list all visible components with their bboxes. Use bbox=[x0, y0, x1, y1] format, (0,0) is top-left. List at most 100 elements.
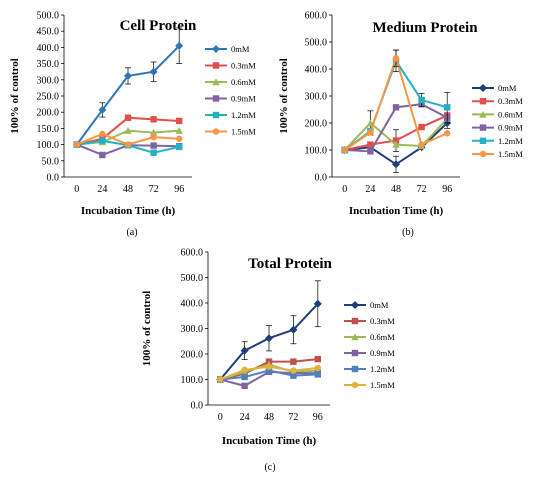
legend-entry: 0.6mM bbox=[472, 109, 523, 119]
x-tick-label: 96 bbox=[174, 184, 184, 195]
data-point bbox=[392, 140, 400, 148]
legend-entry: 1.5mM bbox=[344, 380, 395, 390]
data-point bbox=[392, 160, 400, 169]
legend-entry: 0mM bbox=[472, 83, 517, 93]
y-axis-label: 100% of control bbox=[9, 58, 21, 134]
data-point bbox=[124, 126, 132, 134]
y-axis-label: 100% of control bbox=[141, 291, 153, 367]
legend-entry: 1.2mM bbox=[472, 136, 523, 146]
y-tick-label: 350.0 bbox=[37, 59, 60, 70]
y-tick-label: 400.0 bbox=[305, 65, 328, 76]
data-point bbox=[217, 376, 224, 383]
x-tick-label: 0 bbox=[218, 412, 223, 423]
legend-label: 0.9mM bbox=[498, 123, 523, 133]
legend-entry: 0.6mM bbox=[344, 332, 395, 342]
legend-marker bbox=[479, 98, 487, 105]
data-point bbox=[176, 143, 183, 151]
legend-entry: 0.3mM bbox=[205, 61, 256, 71]
legend-label: 1.2mM bbox=[370, 364, 395, 374]
chart-3: 0.0 100.0 200.0 300.0 400.0 500.0 600.0 0 24 48 72… bbox=[141, 248, 395, 474]
x-tick-label: 0 bbox=[74, 184, 79, 195]
legend-label: 0.6mM bbox=[498, 109, 523, 119]
data-point bbox=[98, 105, 107, 114]
x-tick-label: 96 bbox=[442, 184, 452, 195]
legend-label: 1.5mM bbox=[498, 149, 523, 159]
legend-entry: 1.5mM bbox=[472, 149, 523, 159]
data-point bbox=[99, 130, 106, 138]
series-0mM bbox=[72, 27, 184, 149]
data-point bbox=[444, 104, 451, 111]
data-point bbox=[175, 126, 183, 134]
x-axis-label: Incubation Time (h) bbox=[349, 205, 444, 217]
chart-title: Medium Protein bbox=[372, 20, 478, 36]
chart-2: 0.0 100.0 200.0 300.0 400.0 500.0 600.0 0 24 48 72… bbox=[278, 11, 523, 239]
data-point bbox=[444, 130, 451, 137]
x-tick-label: 96 bbox=[313, 412, 323, 423]
data-point bbox=[241, 382, 248, 390]
data-point bbox=[265, 367, 273, 374]
y-tick-label: 250.0 bbox=[37, 92, 60, 103]
data-point bbox=[241, 373, 248, 381]
y-tick-label: 300.0 bbox=[181, 324, 204, 335]
x-tick-label: 24 bbox=[97, 184, 107, 195]
legend-label: 0.6mM bbox=[370, 332, 395, 342]
legend-entry: 0.9mM bbox=[472, 123, 523, 133]
data-point bbox=[290, 372, 297, 379]
legend-entry: 1.2mM bbox=[205, 110, 256, 120]
y-tick-label: 0.0 bbox=[315, 173, 328, 184]
legend-marker bbox=[212, 95, 220, 102]
data-point bbox=[150, 142, 157, 149]
legend-marker bbox=[479, 137, 487, 144]
panel-caption: (a) bbox=[126, 227, 137, 238]
data-point bbox=[124, 71, 132, 80]
x-tick-label: 48 bbox=[391, 184, 401, 195]
data-point bbox=[176, 117, 183, 125]
x-axis-label: Incubation Time (h) bbox=[81, 205, 176, 217]
legend-label: 0.3mM bbox=[370, 316, 395, 326]
legend-marker bbox=[212, 45, 220, 53]
data-point bbox=[341, 146, 348, 154]
legend-label: 0.9mM bbox=[231, 94, 256, 104]
legend-marker bbox=[212, 62, 220, 69]
legend-marker bbox=[479, 110, 487, 118]
data-point bbox=[313, 299, 322, 308]
y-axis-label: 100% of control bbox=[278, 58, 290, 134]
data-point bbox=[240, 346, 249, 355]
legend-entry: 0mM bbox=[205, 44, 250, 54]
data-point bbox=[314, 371, 321, 378]
y-tick-label: 500.0 bbox=[37, 11, 60, 22]
data-point bbox=[149, 128, 158, 136]
y-tick-label: 400.0 bbox=[37, 43, 60, 54]
x-tick-label: 72 bbox=[417, 184, 427, 195]
data-point bbox=[149, 67, 158, 76]
series-1.5mM bbox=[341, 49, 451, 154]
y-tick-label: 200.0 bbox=[37, 108, 60, 119]
y-tick-label: 100.0 bbox=[37, 140, 60, 151]
chart-title: Total Protein bbox=[248, 256, 332, 272]
legend-entry: 0.3mM bbox=[344, 316, 395, 326]
legend-marker bbox=[479, 150, 487, 158]
data-point bbox=[418, 141, 425, 148]
data-point bbox=[99, 137, 106, 144]
data-point bbox=[392, 104, 400, 111]
data-point bbox=[367, 148, 374, 155]
legend-label: 1.5mM bbox=[370, 380, 395, 390]
legend-entry: 1.5mM bbox=[205, 127, 256, 137]
legend-label: 0.6mM bbox=[231, 77, 256, 87]
x-tick-label: 24 bbox=[365, 184, 375, 195]
data-point bbox=[314, 355, 321, 363]
data-point bbox=[265, 363, 273, 370]
data-point bbox=[290, 367, 297, 374]
legend-entry: 0.9mM bbox=[344, 348, 395, 358]
legend-label: 0.3mM bbox=[498, 96, 523, 106]
data-point bbox=[176, 135, 183, 142]
y-tick-label: 100.0 bbox=[305, 146, 328, 157]
legend-entry: 1.2mM bbox=[344, 364, 395, 374]
y-tick-label: 300.0 bbox=[305, 92, 328, 103]
data-point bbox=[289, 325, 298, 334]
chart-1: 0.0 50.0 100.0 150.0 200.0 250.0 300.0 350.0 400… bbox=[9, 11, 256, 239]
legend-label: 0mM bbox=[370, 300, 389, 310]
data-point bbox=[124, 114, 132, 121]
legend-entry: 0.3mM bbox=[472, 96, 523, 106]
